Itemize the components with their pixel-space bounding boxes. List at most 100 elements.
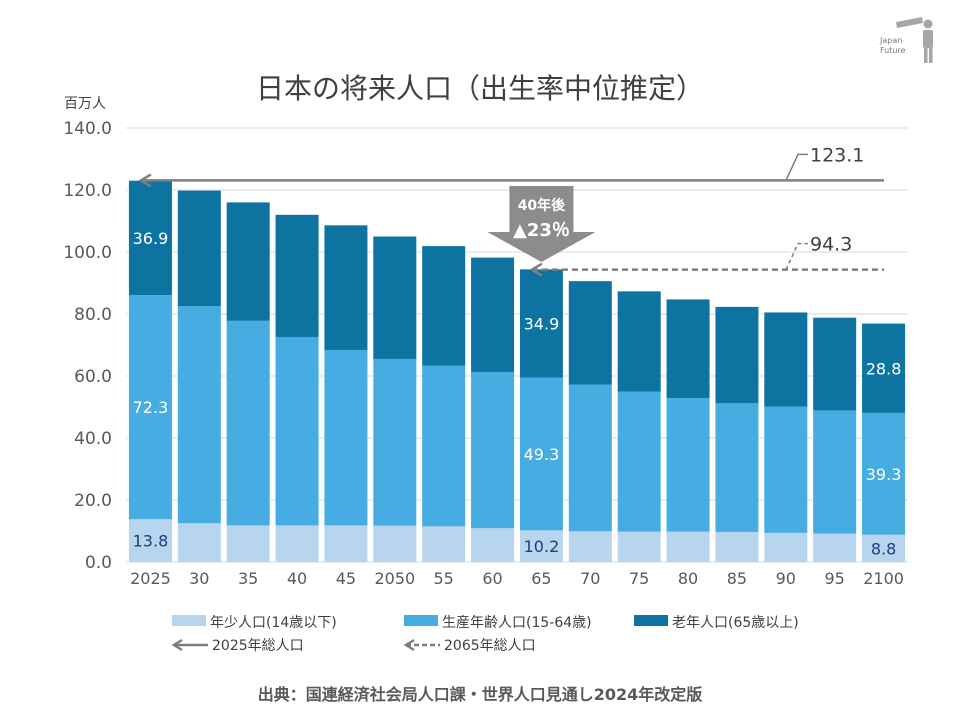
bar-segment-working bbox=[177, 306, 221, 524]
bar-segment-elderly bbox=[568, 281, 612, 385]
data-label: 28.8 bbox=[866, 359, 902, 378]
x-tick-label: 40 bbox=[287, 569, 307, 588]
data-label: 39.3 bbox=[866, 465, 902, 484]
y-tick-label: 80.0 bbox=[74, 305, 112, 325]
bar-segment-working bbox=[324, 349, 368, 526]
x-tick-label: 35 bbox=[238, 569, 258, 588]
reference-callout-leader bbox=[785, 153, 808, 181]
bar-segment-young bbox=[324, 525, 368, 562]
reference-arrow-head bbox=[138, 173, 152, 188]
legend-swatch bbox=[404, 615, 438, 626]
bar-segment-elderly bbox=[471, 257, 515, 372]
y-tick-label: 40.0 bbox=[74, 429, 112, 449]
data-labels: 13.8 72.3 36.9 10.2 49.3 34.9 8.8 39.3 28.8 bbox=[133, 229, 902, 558]
japan-future-logo bbox=[896, 17, 933, 63]
data-label: 10.2 bbox=[524, 537, 560, 556]
bar-segment-elderly bbox=[324, 225, 368, 350]
bar-segment-working bbox=[568, 384, 612, 532]
bar-segment-elderly bbox=[764, 312, 808, 407]
bar-segment-elderly bbox=[715, 306, 759, 404]
bar-segment-working bbox=[715, 403, 759, 532]
x-axis-tick-labels: 2025 30 35 40 45 2050 55 60 65 70 75 80 85 90 95 2100 bbox=[130, 569, 904, 588]
bar-segment-young bbox=[128, 519, 172, 562]
bar-segment-young bbox=[666, 531, 710, 562]
bar-segment-young bbox=[275, 525, 319, 562]
bar-segment-working bbox=[422, 365, 466, 527]
bar-segment-elderly bbox=[226, 202, 270, 321]
x-tick-label: 80 bbox=[678, 569, 698, 588]
annotation-change-label: ▲23％ bbox=[513, 220, 570, 241]
logo-text: Japan Future bbox=[880, 36, 905, 56]
data-label: 8.8 bbox=[871, 539, 896, 558]
bar-segment-working bbox=[764, 406, 808, 533]
x-tick-label: 90 bbox=[776, 569, 796, 588]
bar-segment-working bbox=[617, 391, 661, 532]
x-tick-label: 45 bbox=[336, 569, 356, 588]
annotation-period-label: 40年後 bbox=[518, 197, 566, 214]
bar-segment-young bbox=[617, 531, 661, 562]
change-annotation: 40年後 ▲23％ bbox=[487, 186, 596, 262]
bar-segment-young bbox=[226, 525, 270, 562]
x-tick-label: 2050 bbox=[374, 569, 415, 588]
bar-segment-elderly bbox=[422, 246, 466, 366]
bar-segment-working bbox=[226, 320, 270, 526]
legend-swatch bbox=[634, 615, 668, 626]
x-tick-label: 65 bbox=[531, 569, 551, 588]
x-tick-label: 60 bbox=[482, 569, 502, 588]
reference-value-label: 94.3 bbox=[810, 234, 852, 256]
bar-segment-young bbox=[764, 532, 808, 562]
y-axis-tick-labels: 0.0 20.0 40.0 60.0 80.0 100.0 120.0 140.0 bbox=[63, 119, 112, 573]
y-tick-label: 0.0 bbox=[85, 553, 112, 573]
source-note: 出典：国連経済社会局人口課・世界人口見通し2024年改定版 bbox=[258, 685, 703, 704]
bar-segment-working bbox=[471, 371, 515, 529]
bar-segment-working bbox=[275, 337, 319, 526]
telescope-person-icon bbox=[896, 17, 933, 63]
bar-segment-elderly bbox=[666, 299, 710, 399]
bar-segment-young bbox=[422, 526, 466, 562]
logo-text-line2: Future bbox=[880, 46, 906, 55]
data-label: 49.3 bbox=[524, 445, 560, 464]
bar-segment-young bbox=[177, 523, 221, 562]
legend-label: 老年人口(65歳以上) bbox=[672, 615, 799, 631]
reference-lines: 123.1 94.3 bbox=[138, 144, 884, 277]
bar-segment-young bbox=[373, 525, 417, 562]
bar-segment-elderly bbox=[862, 323, 906, 413]
y-tick-label: 60.0 bbox=[74, 367, 112, 387]
logo-text-line1: Japan bbox=[880, 36, 903, 45]
x-tick-label: 85 bbox=[727, 569, 747, 588]
legend-label: 年少人口(14歳以下) bbox=[210, 615, 337, 631]
data-label: 13.8 bbox=[133, 532, 169, 551]
bar-segment-working bbox=[519, 377, 563, 531]
legend-arrow-head bbox=[171, 638, 183, 652]
legend-arrow-head bbox=[403, 638, 415, 652]
legend-label: 2025年総人口 bbox=[212, 638, 304, 654]
bar-segment-elderly bbox=[177, 190, 221, 307]
legend: 年少人口(14歳以下) 生産年齢人口(15-64歳) 老年人口(65歳以上) 2025… bbox=[171, 615, 799, 654]
reference-arrow-head bbox=[529, 262, 543, 277]
bar-segment-elderly bbox=[275, 214, 319, 338]
y-tick-label: 140.0 bbox=[63, 119, 112, 139]
legend-label: 2065年総人口 bbox=[444, 638, 536, 654]
bar-segment-young bbox=[568, 531, 612, 562]
y-tick-label: 100.0 bbox=[63, 243, 112, 263]
reference-callout-leader bbox=[785, 242, 808, 270]
x-tick-label: 70 bbox=[580, 569, 600, 588]
bar-segment-young bbox=[715, 531, 759, 562]
x-tick-label: 75 bbox=[629, 569, 649, 588]
x-tick-label: 95 bbox=[825, 569, 845, 588]
bar-segment-young bbox=[862, 534, 906, 562]
bar-segment-young bbox=[471, 528, 515, 562]
x-tick-label: 30 bbox=[189, 569, 209, 588]
reference-value-label: 123.1 bbox=[810, 144, 864, 166]
bar-segment-working bbox=[128, 295, 172, 520]
down-arrow-badge bbox=[487, 186, 596, 262]
chart-title: 日本の将来人口（出生率中位推定） bbox=[256, 72, 704, 105]
bar-segment-elderly bbox=[813, 317, 857, 411]
bar-segment-working bbox=[813, 410, 857, 534]
data-label: 34.9 bbox=[524, 314, 560, 333]
bar-segment-elderly bbox=[128, 180, 172, 296]
bar-segment-young bbox=[519, 530, 563, 562]
x-tick-label: 2100 bbox=[863, 569, 904, 588]
legend-swatch bbox=[172, 615, 206, 626]
